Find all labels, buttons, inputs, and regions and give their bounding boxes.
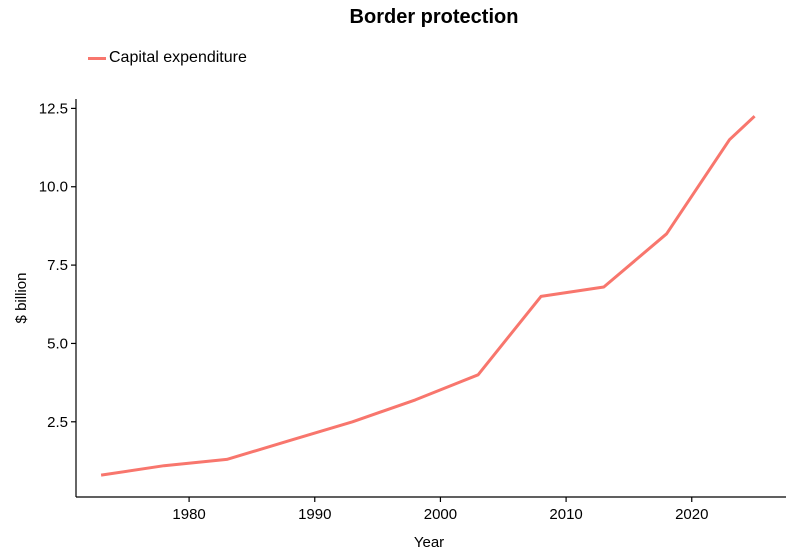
x-axis-title: Year	[414, 534, 444, 551]
y-tick-label: 12.5	[39, 100, 68, 117]
x-tick-label: 1990	[298, 506, 331, 523]
legend-label: Capital expenditure	[109, 49, 247, 66]
x-tick-label: 1980	[172, 506, 205, 523]
legend-swatch	[88, 56, 106, 60]
y-tick-label: 2.5	[47, 414, 68, 431]
x-tick-label: 2010	[549, 506, 582, 523]
x-tick-label: 2000	[424, 506, 457, 523]
legend: Capital expenditure	[88, 47, 247, 69]
y-axis-title: $ billion	[13, 273, 30, 324]
series-line	[100, 115, 756, 477]
y-tick-label: 7.5	[47, 257, 68, 274]
y-tick-label: 5.0	[47, 335, 68, 352]
y-tick-label: 10.0	[39, 179, 68, 196]
x-tick-label: 2020	[675, 506, 708, 523]
chart-title: Border protection	[349, 6, 519, 28]
